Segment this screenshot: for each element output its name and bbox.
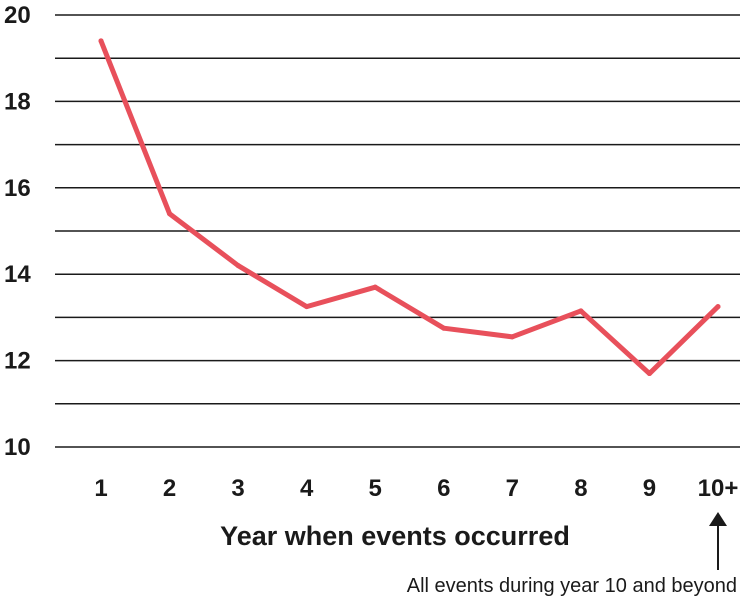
annotation-arrow-head bbox=[709, 512, 727, 526]
y-tick-label-20: 20 bbox=[4, 2, 31, 29]
y-tick-labels: 10 12 14 16 18 20 bbox=[4, 2, 31, 461]
y-tick-label-12: 12 bbox=[4, 348, 31, 375]
y-tick-label-10: 10 bbox=[4, 434, 31, 461]
data-point-6 bbox=[441, 325, 447, 331]
x-tick-label-5: 5 bbox=[369, 475, 382, 502]
data-point-3 bbox=[235, 263, 241, 269]
data-point-8 bbox=[578, 308, 584, 314]
x-axis-title: Year when events occurred bbox=[220, 521, 570, 551]
x-tick-label-6: 6 bbox=[437, 475, 450, 502]
data-point-9 bbox=[646, 371, 652, 377]
x-tick-label-10+: 10+ bbox=[698, 475, 739, 502]
data-point-1 bbox=[98, 38, 104, 44]
x-tick-label-1: 1 bbox=[94, 475, 107, 502]
y-tick-label-14: 14 bbox=[4, 261, 31, 288]
series bbox=[98, 38, 721, 377]
data-point-2 bbox=[167, 211, 173, 217]
gridlines bbox=[55, 14, 740, 448]
data-point-4 bbox=[304, 304, 310, 310]
series-line-0 bbox=[98, 38, 721, 377]
data-point-10+ bbox=[715, 304, 721, 310]
x-tick-label-2: 2 bbox=[163, 475, 176, 502]
data-point-5 bbox=[372, 284, 378, 290]
y-tick-label-16: 16 bbox=[4, 175, 31, 202]
x-tick-label-7: 7 bbox=[506, 475, 519, 502]
y-tick-label-18: 18 bbox=[4, 88, 31, 115]
x-tick-label-4: 4 bbox=[300, 475, 314, 502]
x-tick-label-8: 8 bbox=[574, 475, 587, 502]
annotation-text: All events during year 10 and beyond bbox=[407, 575, 737, 597]
x-tick-label-3: 3 bbox=[231, 475, 244, 502]
x-tick-label-9: 9 bbox=[643, 475, 656, 502]
x-tick-labels: 1 2 3 4 5 6 7 8 9 10+ bbox=[94, 475, 738, 502]
data-point-7 bbox=[509, 334, 515, 340]
annotation: All events during year 10 and beyond bbox=[407, 512, 737, 597]
